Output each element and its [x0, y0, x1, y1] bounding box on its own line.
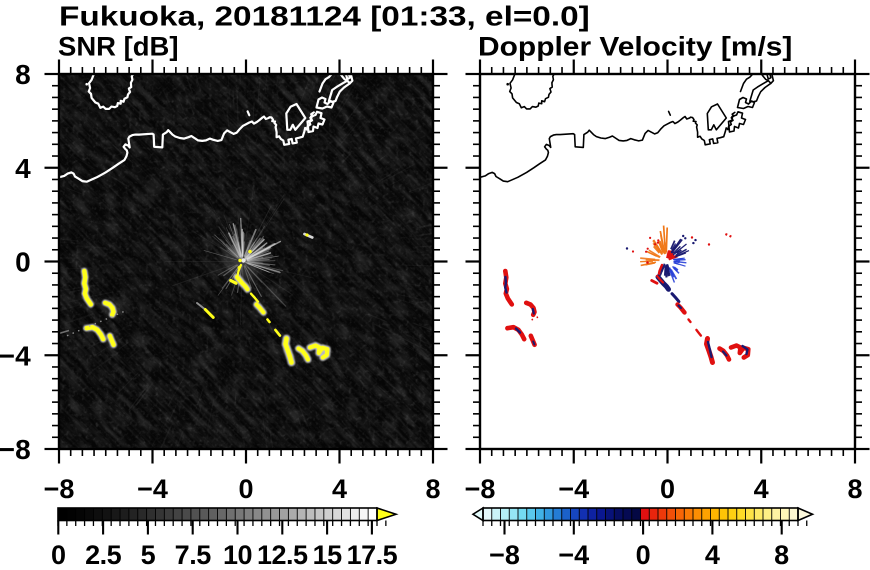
svg-text:−4: −4 — [558, 540, 589, 570]
svg-text:0: 0 — [15, 247, 31, 278]
svg-text:−8: −8 — [489, 540, 520, 570]
svg-text:8: 8 — [425, 474, 440, 504]
svg-text:8: 8 — [774, 540, 789, 570]
svg-text:0: 0 — [660, 474, 675, 504]
svg-text:8: 8 — [847, 474, 862, 504]
svg-text:0: 0 — [51, 540, 66, 570]
svg-text:Doppler Velocity [m/s]: Doppler Velocity [m/s] — [478, 31, 792, 61]
svg-text:8: 8 — [15, 59, 31, 90]
svg-text:10: 10 — [223, 540, 252, 570]
svg-text:−4: −4 — [137, 474, 168, 504]
svg-text:Fukuoka, 20181124 [01:33, el=0: Fukuoka, 20181124 [01:33, el=0.0] — [59, 1, 590, 32]
svg-text:0: 0 — [636, 540, 651, 570]
svg-text:12.5: 12.5 — [257, 540, 308, 570]
svg-text:7.5: 7.5 — [175, 540, 212, 570]
svg-text:−4: −4 — [558, 474, 589, 504]
svg-text:−8: −8 — [44, 474, 75, 504]
svg-text:4: 4 — [705, 540, 720, 570]
svg-text:SNR [dB]: SNR [dB] — [58, 32, 179, 61]
svg-text:4: 4 — [332, 474, 347, 504]
svg-text:−8: −8 — [465, 474, 496, 504]
svg-text:15: 15 — [313, 540, 343, 570]
svg-text:2.5: 2.5 — [85, 540, 122, 570]
svg-text:−8: −8 — [0, 434, 31, 465]
svg-text:4: 4 — [15, 153, 31, 184]
svg-text:4: 4 — [754, 474, 769, 504]
svg-text:17.5: 17.5 — [347, 540, 398, 570]
svg-text:−4: −4 — [0, 340, 31, 371]
svg-text:5: 5 — [141, 540, 156, 570]
svg-text:0: 0 — [238, 474, 253, 504]
